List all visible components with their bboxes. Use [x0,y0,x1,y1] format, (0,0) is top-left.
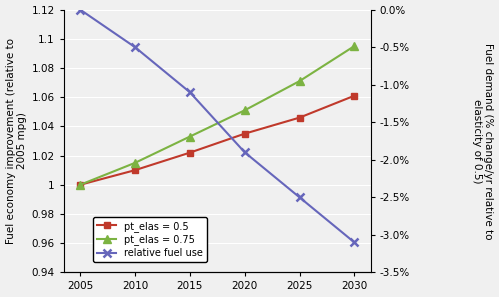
relative fuel use [132,45,138,49]
Line: relative fuel use: relative fuel use [76,6,358,246]
Line: pt_elas = 0.75: pt_elas = 0.75 [76,42,358,189]
pt_elas = 0.75 [187,135,193,138]
Y-axis label: Fuel demand (% change/yr relative to
elasticity of 0.5): Fuel demand (% change/yr relative to ela… [472,43,494,239]
pt_elas = 0.75 [242,108,248,112]
pt_elas = 0.75 [77,183,83,187]
pt_elas = 0.5 [187,151,193,154]
pt_elas = 0.75 [351,44,357,48]
pt_elas = 0.5 [242,132,248,135]
pt_elas = 0.5 [132,168,138,172]
relative fuel use [296,195,302,199]
pt_elas = 0.75 [132,161,138,165]
pt_elas = 0.5 [351,94,357,97]
relative fuel use [242,151,248,154]
pt_elas = 0.5 [77,183,83,187]
Legend: pt_elas = 0.5, pt_elas = 0.75, relative fuel use: pt_elas = 0.5, pt_elas = 0.75, relative … [93,217,207,262]
Line: pt_elas = 0.5: pt_elas = 0.5 [77,93,357,188]
pt_elas = 0.5 [296,116,302,119]
pt_elas = 0.75 [296,79,302,83]
Y-axis label: Fuel economy improvement (relative to
2005 mpg): Fuel economy improvement (relative to 20… [5,38,27,244]
relative fuel use [187,90,193,94]
relative fuel use [77,8,83,11]
relative fuel use [351,241,357,244]
